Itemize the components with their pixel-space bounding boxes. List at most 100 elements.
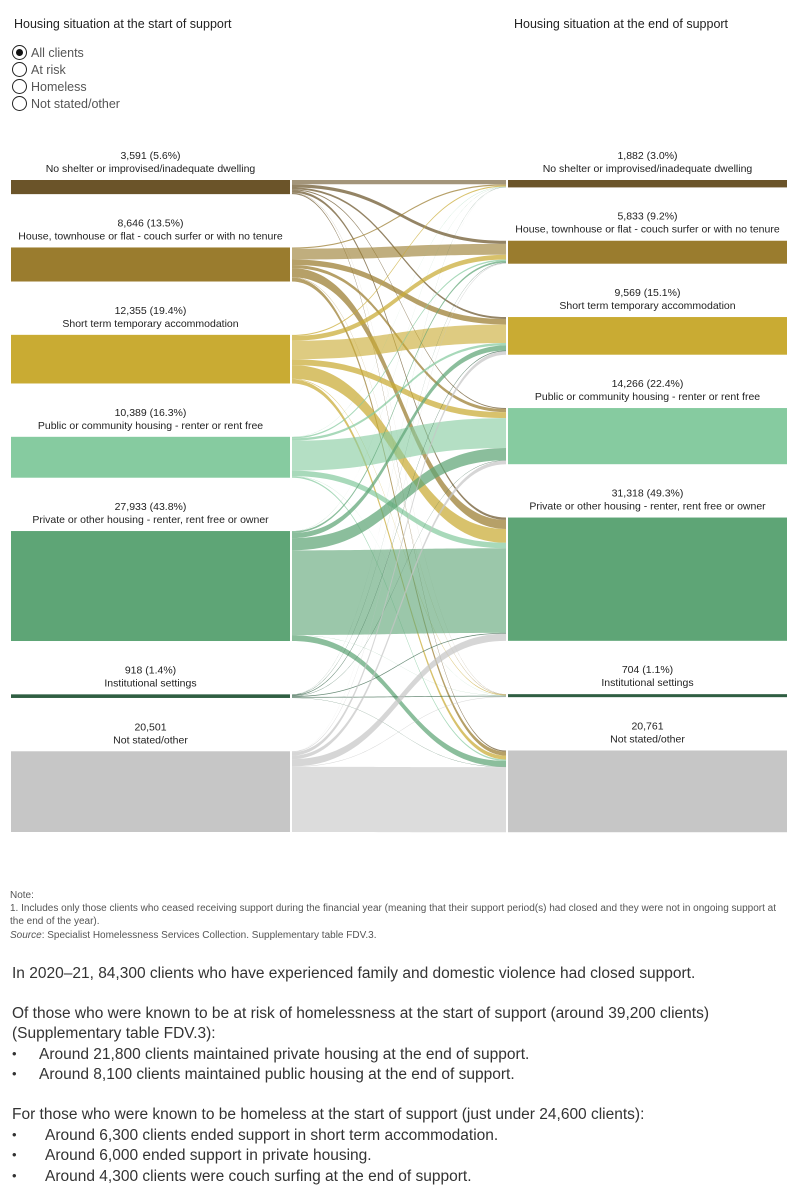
source-text: : Specialist Homelessness Services Colle… xyxy=(41,929,377,941)
source-label: Source xyxy=(10,929,42,941)
flow-house-townhouse-or-flat-couch-surfer-or-with-no-tenure-to-no-shelter-or-improvised-inadequate-dwelling xyxy=(292,184,506,249)
start-node-bar-institutional-settings[interactable] xyxy=(11,694,290,698)
flow-links xyxy=(292,180,506,833)
flow-short-term-temporary-accommodation-to-short-term-temporary-accommodation xyxy=(292,324,506,360)
radio-all-clients[interactable]: All clients xyxy=(12,44,120,61)
flow-public-or-community-housing-renter-or-rent-free-to-short-term-temporary-accommodation xyxy=(292,343,506,441)
flow-institutional-settings-to-public-or-community-housing-renter-or-rent-free xyxy=(292,460,506,697)
flow-public-or-community-housing-renter-or-rent-free-to-private-or-other-housing-renter-rent-free-or-owner xyxy=(292,470,506,549)
start-node-bar-public-or-community-housing-renter-or-rent-free[interactable] xyxy=(11,436,290,478)
start-node-bar-private-or-other-housing-renter-rent-free-or-owner[interactable] xyxy=(11,531,290,642)
flow-private-or-other-housing-renter-rent-free-or-owner-to-institutional-settings xyxy=(292,634,506,696)
start-node-name-label: Not stated/other xyxy=(113,734,188,746)
radio-not-stated-other[interactable]: Not stated/other xyxy=(12,95,120,112)
housing-sankey-chart: 3,591 (5.6%)No shelter or improvised/ina… xyxy=(11,150,787,833)
radio-label: Not stated/other xyxy=(31,96,120,111)
end-nodes: 1,882 (3.0%)No shelter or improvised/ina… xyxy=(508,150,787,833)
start-node-name-label: No shelter or improvised/inadequate dwel… xyxy=(46,163,256,175)
radio-button-icon[interactable] xyxy=(12,79,27,94)
start-node-value-label: 8,646 (13.5%) xyxy=(118,217,184,229)
flow-public-or-community-housing-renter-or-rent-free-to-no-shelter-or-improvised-inadequate-dwelling xyxy=(292,186,506,438)
start-node-value-label: 10,389 (16.3%) xyxy=(115,407,187,419)
flow-private-or-other-housing-renter-rent-free-or-owner-to-public-or-community-housing-renter-or-rent-free xyxy=(292,448,506,551)
end-node-value-label: 5,833 (9.2%) xyxy=(617,211,677,223)
flow-private-or-other-housing-renter-rent-free-or-owner-to-short-term-temporary-accommodation xyxy=(292,345,506,539)
flow-private-or-other-housing-renter-rent-free-or-owner-to-private-or-other-housing-renter-rent-free-or-owner xyxy=(292,548,506,635)
end-node-bar-no-shelter-or-improvised-inadequate-dwelling[interactable] xyxy=(508,180,787,188)
summary-text: In 2020–21, 84,300 clients who have expe… xyxy=(12,964,792,1187)
end-node-name-label: Institutional settings xyxy=(601,677,693,689)
list-item: Around 21,800 clients maintained private… xyxy=(12,1045,792,1066)
list-item: Around 6,300 clients ended support in sh… xyxy=(12,1126,792,1147)
flow-no-shelter-or-improvised-inadequate-dwelling-to-not-stated-other xyxy=(292,192,506,752)
client-filter-radio-group: All clients At risk Homeless Not stated/… xyxy=(12,44,120,112)
notes-section: Note: 1. Includes only those clients who… xyxy=(10,889,790,942)
end-node-name-label: Not stated/other xyxy=(610,733,685,745)
start-node-name-label: Short term temporary accommodation xyxy=(62,318,238,330)
end-node-bar-institutional-settings[interactable] xyxy=(508,694,787,698)
flow-not-stated-other-to-institutional-settings xyxy=(292,696,506,767)
start-support-heading: Housing situation at the start of suppor… xyxy=(14,17,232,31)
start-node-bar-no-shelter-or-improvised-inadequate-dwelling[interactable] xyxy=(11,180,290,195)
radio-button-icon[interactable] xyxy=(12,96,27,111)
flow-institutional-settings-to-not-stated-other xyxy=(292,697,506,768)
end-node-value-label: 20,761 xyxy=(631,720,663,732)
flow-house-townhouse-or-flat-couch-surfer-or-with-no-tenure-to-short-term-temporary-accommodation xyxy=(292,259,506,325)
radio-button-icon[interactable] xyxy=(12,62,27,77)
flow-institutional-settings-to-private-or-other-housing-renter-rent-free-or-owner xyxy=(292,632,506,697)
start-node-name-label: Public or community housing - renter or … xyxy=(38,420,263,432)
flow-institutional-settings-to-short-term-temporary-accommodation xyxy=(292,350,506,696)
end-node-value-label: 14,266 (22.4%) xyxy=(612,378,684,390)
flow-house-townhouse-or-flat-couch-surfer-or-with-no-tenure-to-private-or-other-housing-renter-rent-free-or-owner xyxy=(292,268,506,529)
summary-paragraph-2: Of those who were known to be at risk of… xyxy=(12,1004,710,1043)
flow-private-or-other-housing-renter-rent-free-or-owner-to-no-shelter-or-improvised-inadequate-dwelling xyxy=(292,186,506,532)
radio-label: All clients xyxy=(31,45,84,60)
source-line: Source: Specialist Homelessness Services… xyxy=(10,929,790,942)
end-node-bar-house-townhouse-or-flat-couch-surfer-or-with-no-tenure[interactable] xyxy=(508,240,787,264)
end-support-heading: Housing situation at the end of support xyxy=(514,17,729,31)
start-node-value-label: 918 (1.4%) xyxy=(125,664,176,676)
start-node-value-label: 20,501 xyxy=(134,721,166,733)
flow-no-shelter-or-improvised-inadequate-dwelling-to-private-or-other-housing-renter-rent-free-or-owner xyxy=(292,190,506,520)
start-node-bar-not-stated-other[interactable] xyxy=(11,751,290,832)
end-node-name-label: Short term temporary accommodation xyxy=(559,300,735,312)
start-node-bar-house-townhouse-or-flat-couch-surfer-or-with-no-tenure[interactable] xyxy=(11,247,290,282)
flow-not-stated-other-to-not-stated-other xyxy=(292,766,506,833)
flow-house-townhouse-or-flat-couch-surfer-or-with-no-tenure-to-institutional-settings xyxy=(292,277,506,695)
radio-homeless[interactable]: Homeless xyxy=(12,78,120,95)
at-risk-list: Around 21,800 clients maintained private… xyxy=(12,1045,792,1086)
flow-not-stated-other-to-public-or-community-housing-renter-or-rent-free xyxy=(292,460,506,760)
flow-not-stated-other-to-short-term-temporary-accommodation xyxy=(292,351,506,756)
flow-short-term-temporary-accommodation-to-institutional-settings xyxy=(292,378,506,696)
end-node-name-label: House, townhouse or flat - couch surfer … xyxy=(515,224,780,236)
start-node-value-label: 27,933 (43.8%) xyxy=(115,501,187,513)
start-nodes: 3,591 (5.6%)No shelter or improvised/ina… xyxy=(11,150,290,832)
list-item: Around 6,000 ended support in private ho… xyxy=(12,1146,792,1167)
flow-short-term-temporary-accommodation-to-public-or-community-housing-renter-or-rent-free xyxy=(292,359,506,419)
end-node-value-label: 704 (1.1%) xyxy=(622,664,673,676)
end-node-value-label: 9,569 (15.1%) xyxy=(615,287,681,299)
flow-institutional-settings-to-house-townhouse-or-flat-couch-surfer-or-with-no-tenure xyxy=(292,262,506,695)
radio-label: Homeless xyxy=(31,79,87,94)
start-node-value-label: 12,355 (19.4%) xyxy=(115,305,187,317)
end-node-bar-not-stated-other[interactable] xyxy=(508,750,787,833)
list-item: Around 4,300 clients were couch surfing … xyxy=(12,1167,792,1188)
end-node-value-label: 31,318 (49.3%) xyxy=(612,488,684,500)
radio-label: At risk xyxy=(31,62,66,77)
start-node-name-label: House, townhouse or flat - couch surfer … xyxy=(18,230,283,242)
flow-private-or-other-housing-renter-rent-free-or-owner-to-house-townhouse-or-flat-couch-surfer-or-with-no-tenure xyxy=(292,260,506,534)
flow-short-term-temporary-accommodation-to-no-shelter-or-improvised-inadequate-dwelling xyxy=(292,185,506,337)
end-node-bar-private-or-other-housing-renter-rent-free-or-owner[interactable] xyxy=(508,517,787,641)
flow-not-stated-other-to-house-townhouse-or-flat-couch-surfer-or-with-no-tenure xyxy=(292,262,506,753)
radio-button-icon[interactable] xyxy=(12,45,27,60)
flow-institutional-settings-to-no-shelter-or-improvised-inadequate-dwelling xyxy=(292,187,506,695)
start-node-name-label: Private or other housing - renter, rent … xyxy=(32,514,269,526)
start-node-bar-short-term-temporary-accommodation[interactable] xyxy=(11,334,290,384)
flow-public-or-community-housing-renter-or-rent-free-to-public-or-community-housing-renter-or-rent-free xyxy=(292,418,506,471)
end-node-name-label: No shelter or improvised/inadequate dwel… xyxy=(543,163,753,175)
end-node-value-label: 1,882 (3.0%) xyxy=(617,150,677,162)
end-node-bar-short-term-temporary-accommodation[interactable] xyxy=(508,317,787,355)
radio-at-risk[interactable]: At risk xyxy=(12,61,120,78)
flow-public-or-community-housing-renter-or-rent-free-to-house-townhouse-or-flat-couch-surfer-or-with-no-tenure xyxy=(292,259,506,439)
end-node-bar-public-or-community-housing-renter-or-rent-free[interactable] xyxy=(508,408,787,465)
